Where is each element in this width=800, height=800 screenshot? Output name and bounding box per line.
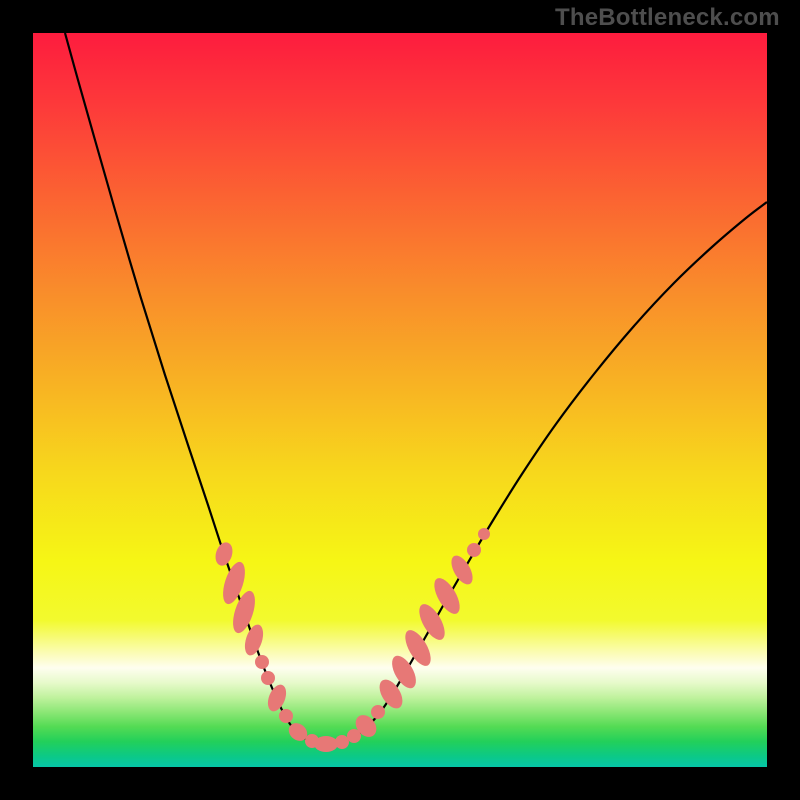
bead xyxy=(279,709,293,723)
bead xyxy=(255,655,269,669)
bead xyxy=(467,543,481,557)
bead xyxy=(371,705,385,719)
bottleneck-chart xyxy=(0,0,800,800)
bead xyxy=(478,528,490,540)
watermark-text: TheBottleneck.com xyxy=(555,4,780,32)
bead xyxy=(261,671,275,685)
bead xyxy=(314,736,338,752)
bead xyxy=(335,735,349,749)
